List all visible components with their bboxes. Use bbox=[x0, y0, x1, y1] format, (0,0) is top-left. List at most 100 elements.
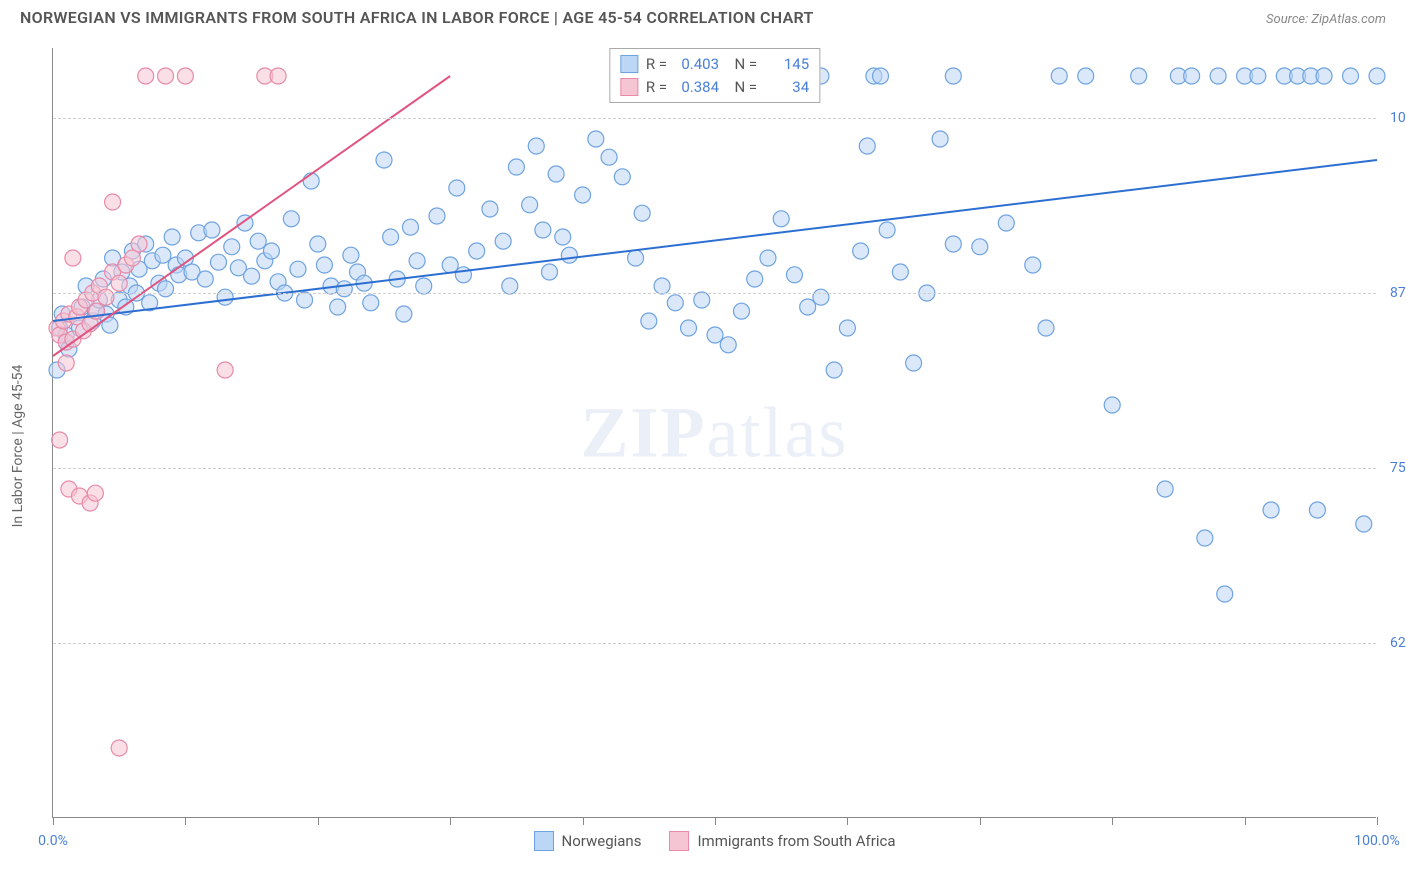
data-point bbox=[813, 289, 829, 305]
data-point bbox=[65, 250, 81, 266]
data-point bbox=[396, 306, 412, 322]
gridline bbox=[53, 118, 1376, 119]
data-point bbox=[204, 222, 220, 238]
data-point bbox=[1356, 516, 1372, 532]
data-point bbox=[601, 149, 617, 165]
data-point bbox=[402, 219, 418, 235]
data-point bbox=[786, 267, 802, 283]
data-point bbox=[733, 303, 749, 319]
stats-r-value: 0.384 bbox=[675, 76, 719, 99]
x-tick bbox=[53, 817, 54, 825]
data-point bbox=[654, 278, 670, 294]
correlation-stats-box: R =0.403 N =145R = 0.384 N = 34 bbox=[609, 48, 820, 103]
data-point bbox=[1263, 502, 1279, 518]
x-tick bbox=[715, 817, 716, 825]
data-point bbox=[376, 152, 392, 168]
data-point bbox=[164, 229, 180, 245]
gridline bbox=[53, 293, 1376, 294]
data-point bbox=[528, 138, 544, 154]
data-point bbox=[363, 295, 379, 311]
data-point bbox=[52, 432, 68, 448]
data-point bbox=[310, 236, 326, 252]
scatter-svg bbox=[53, 48, 1376, 817]
data-point bbox=[972, 239, 988, 255]
stats-n-value: 34 bbox=[765, 76, 809, 99]
stats-row: R =0.403 N =145 bbox=[620, 53, 809, 76]
stats-n-label: N = bbox=[727, 76, 757, 99]
x-tick bbox=[1377, 817, 1378, 825]
x-tick bbox=[847, 817, 848, 825]
data-point bbox=[1250, 68, 1266, 84]
y-tick-label: 75.0% bbox=[1382, 460, 1406, 476]
data-point bbox=[879, 222, 895, 238]
stats-row: R = 0.384 N = 34 bbox=[620, 76, 809, 99]
data-point bbox=[244, 268, 260, 284]
data-point bbox=[138, 68, 154, 84]
gridline bbox=[53, 643, 1376, 644]
legend-label: Immigrants from South Africa bbox=[697, 832, 895, 850]
data-point bbox=[773, 211, 789, 227]
data-point bbox=[1309, 502, 1325, 518]
data-point bbox=[628, 250, 644, 266]
data-point bbox=[429, 208, 445, 224]
data-point bbox=[1316, 68, 1332, 84]
data-point bbox=[614, 169, 630, 185]
legend-swatch bbox=[669, 831, 689, 851]
chart-plot-area: ZIPatlas R =0.403 N =145R =0.384 N =34 N… bbox=[52, 48, 1376, 818]
data-point bbox=[508, 159, 524, 175]
data-point bbox=[58, 355, 74, 371]
stats-r-value: 0.403 bbox=[675, 53, 719, 76]
data-point bbox=[694, 292, 710, 308]
data-point bbox=[800, 299, 816, 315]
data-point bbox=[634, 205, 650, 221]
data-point bbox=[1038, 320, 1054, 336]
data-point bbox=[839, 320, 855, 336]
data-point bbox=[98, 289, 114, 305]
data-point bbox=[416, 278, 432, 294]
data-point bbox=[1051, 68, 1067, 84]
data-point bbox=[111, 740, 127, 756]
data-point bbox=[383, 229, 399, 245]
data-point bbox=[561, 247, 577, 263]
x-tick bbox=[450, 817, 451, 825]
legend-swatch bbox=[534, 831, 554, 851]
data-point bbox=[1157, 481, 1173, 497]
y-tick-label: 100.0% bbox=[1382, 110, 1406, 126]
data-point bbox=[1210, 68, 1226, 84]
x-tick bbox=[185, 817, 186, 825]
data-point bbox=[177, 68, 193, 84]
data-point bbox=[760, 250, 776, 266]
data-point bbox=[906, 355, 922, 371]
data-point bbox=[343, 247, 359, 263]
data-point bbox=[449, 180, 465, 196]
stats-n-label: N = bbox=[727, 53, 757, 76]
legend-item: Immigrants from South Africa bbox=[669, 831, 895, 851]
x-tick bbox=[1245, 817, 1246, 825]
data-point bbox=[1217, 586, 1233, 602]
data-point bbox=[1369, 68, 1385, 84]
data-point bbox=[641, 313, 657, 329]
data-point bbox=[747, 271, 763, 287]
data-point bbox=[297, 292, 313, 308]
data-point bbox=[853, 243, 869, 259]
data-point bbox=[158, 68, 174, 84]
stats-r-label: R = bbox=[646, 76, 667, 99]
y-tick-label: 87.5% bbox=[1382, 285, 1406, 301]
data-point bbox=[932, 131, 948, 147]
data-point bbox=[998, 215, 1014, 231]
data-point bbox=[681, 320, 697, 336]
x-tick-label: 0.0% bbox=[38, 833, 68, 849]
data-point bbox=[555, 229, 571, 245]
data-point bbox=[155, 247, 171, 263]
data-point bbox=[87, 485, 103, 501]
data-point bbox=[409, 253, 425, 269]
data-point bbox=[945, 68, 961, 84]
data-point bbox=[1197, 530, 1213, 546]
data-point bbox=[105, 194, 121, 210]
data-point bbox=[1078, 68, 1094, 84]
data-point bbox=[522, 197, 538, 213]
data-point bbox=[1104, 397, 1120, 413]
legend-item: Norwegians bbox=[534, 831, 642, 851]
stats-swatch bbox=[620, 55, 638, 73]
x-tick bbox=[1112, 817, 1113, 825]
